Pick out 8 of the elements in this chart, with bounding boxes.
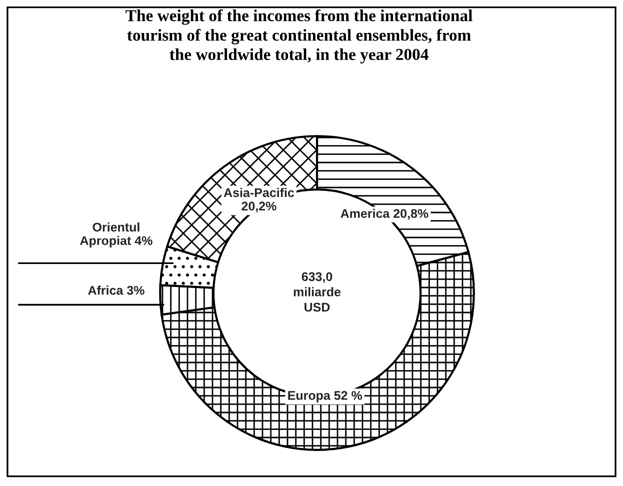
text: 633,0 miliarde USD (294, 272, 341, 312)
slice-label: Europa 52 % (288, 391, 362, 402)
slice-label: Asia-Pacific (224, 188, 294, 198)
slice-label: Africa 3% (88, 286, 144, 295)
slice-label: America 20,8% (340, 208, 428, 220)
chart-title: The weight of the incomes from the international tourism of the great continental ensembles, from the worldwide total, in the year 2004 (126, 9, 472, 64)
data-label: 20,2% (242, 202, 276, 212)
slice-label: Orientul Apropiat 4% (80, 222, 152, 248)
